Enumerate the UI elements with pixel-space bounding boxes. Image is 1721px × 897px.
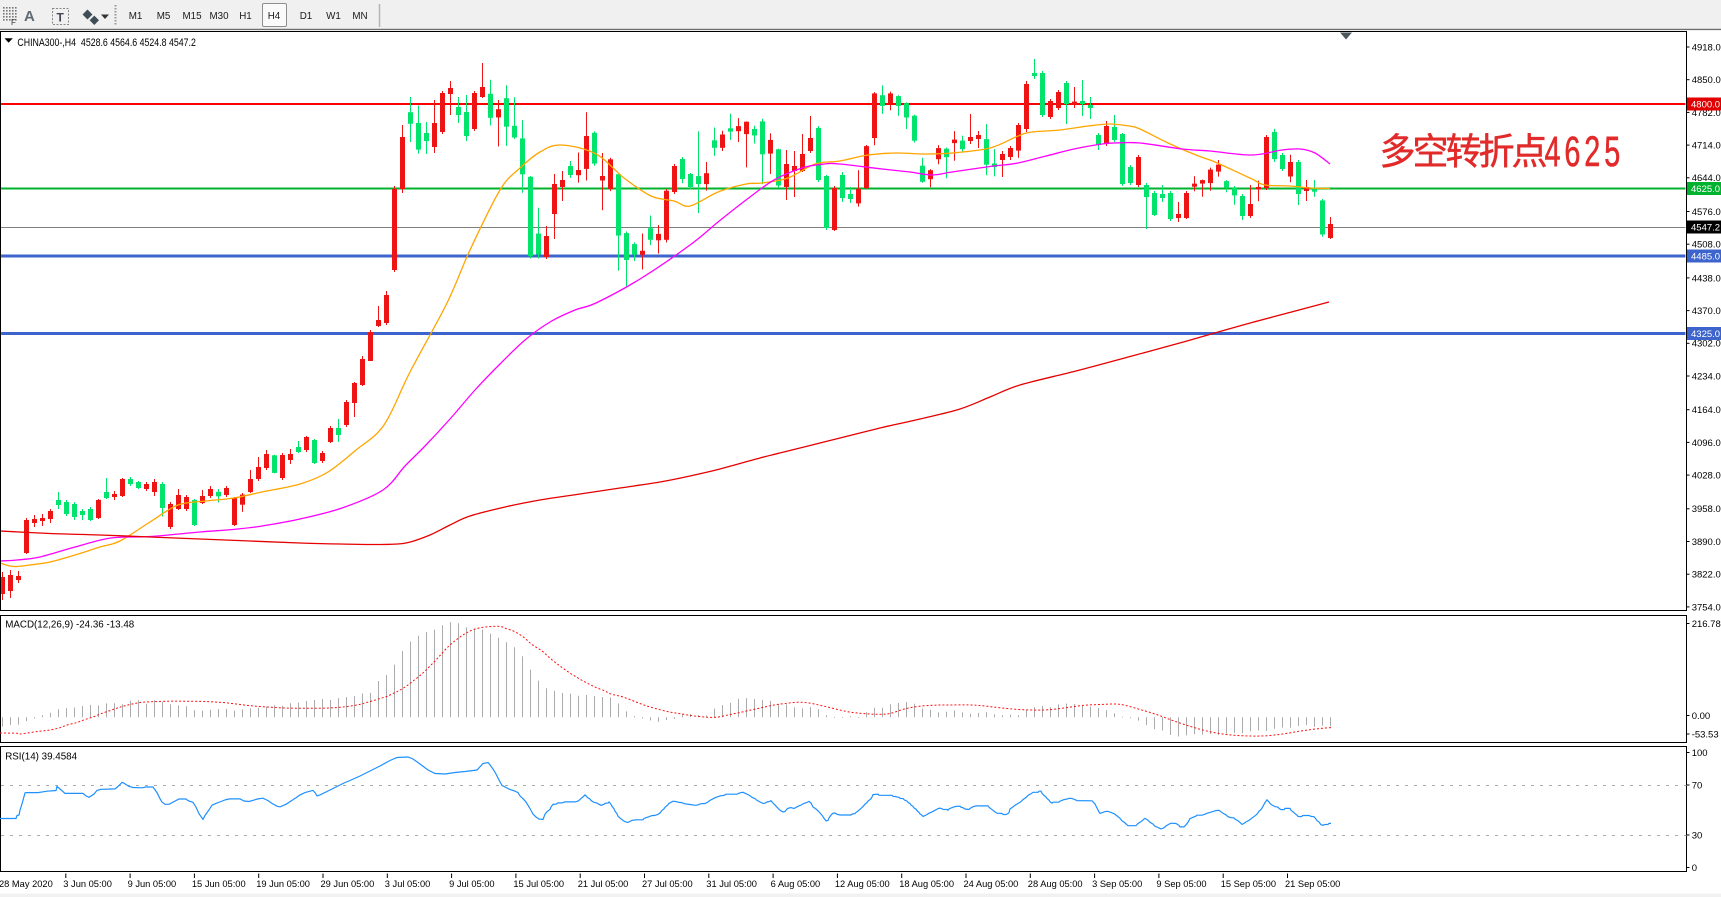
svg-text:9 Sep 05:00: 9 Sep 05:00 <box>1156 879 1206 889</box>
svg-text:6 Aug 05:00: 6 Aug 05:00 <box>771 879 821 889</box>
svg-text:4547.2: 4547.2 <box>1691 223 1720 234</box>
svg-text:3958.0: 3958.0 <box>1692 504 1721 515</box>
svg-text:21 Jul 05:00: 21 Jul 05:00 <box>578 879 629 889</box>
svg-text:28 May 2020: 28 May 2020 <box>0 879 53 889</box>
svg-text:MN: MN <box>352 11 367 22</box>
svg-text:M5: M5 <box>157 11 171 22</box>
svg-text:4302.0: 4302.0 <box>1692 339 1721 350</box>
svg-text:4850.0: 4850.0 <box>1692 75 1721 86</box>
svg-text:15 Jun 05:00: 15 Jun 05:00 <box>192 879 246 889</box>
svg-text:70: 70 <box>1692 780 1703 791</box>
svg-text:9 Jun 05:00: 9 Jun 05:00 <box>128 879 177 889</box>
svg-text:4370.0: 4370.0 <box>1692 306 1721 317</box>
svg-text:4800.0: 4800.0 <box>1691 100 1720 111</box>
svg-text:100: 100 <box>1692 748 1708 759</box>
svg-text:H4: H4 <box>268 11 281 22</box>
svg-text:4782.0: 4782.0 <box>1692 108 1721 119</box>
svg-text:3890.0: 3890.0 <box>1692 537 1721 548</box>
svg-text:4508.0: 4508.0 <box>1692 240 1721 251</box>
svg-text:A: A <box>24 8 35 25</box>
svg-text:0: 0 <box>1692 863 1697 874</box>
svg-text:4325.0: 4325.0 <box>1691 329 1720 340</box>
svg-text:4625.0: 4625.0 <box>1691 184 1720 195</box>
svg-text:27 Jul 05:00: 27 Jul 05:00 <box>642 879 693 889</box>
svg-text:21 Sep 05:00: 21 Sep 05:00 <box>1285 879 1340 889</box>
svg-text:MACD(12,26,9) -24.36 -13.48: MACD(12,26,9) -24.36 -13.48 <box>5 619 135 630</box>
svg-text:18 Aug 05:00: 18 Aug 05:00 <box>899 879 954 889</box>
svg-text:W1: W1 <box>326 11 341 22</box>
svg-text:19 Jun 05:00: 19 Jun 05:00 <box>256 879 310 889</box>
svg-text:31 Jul 05:00: 31 Jul 05:00 <box>706 879 757 889</box>
svg-text:4028.0: 4028.0 <box>1692 471 1721 482</box>
svg-text:T: T <box>57 11 65 25</box>
svg-text:F: F <box>11 18 16 27</box>
svg-text:28 Aug 05:00: 28 Aug 05:00 <box>1028 879 1083 889</box>
svg-text:4576.0: 4576.0 <box>1692 207 1721 218</box>
svg-text:4644.0: 4644.0 <box>1692 173 1721 184</box>
svg-text:4714.0: 4714.0 <box>1692 141 1721 152</box>
svg-text:CHINA300-,H4 4528.6 4564.6 45: CHINA300-,H4 4528.6 4564.6 4524.8 4547.2 <box>17 37 196 49</box>
svg-text:4438.0: 4438.0 <box>1692 273 1721 284</box>
svg-text:4625: 4625 <box>1545 127 1625 175</box>
svg-text:4485.0: 4485.0 <box>1691 252 1720 263</box>
svg-text:M15: M15 <box>182 11 202 22</box>
svg-text:0.00: 0.00 <box>1692 711 1711 722</box>
svg-text:9 Jul 05:00: 9 Jul 05:00 <box>449 879 495 889</box>
svg-text:216.78: 216.78 <box>1692 619 1721 630</box>
svg-text:4096.0: 4096.0 <box>1692 438 1721 449</box>
svg-text:D1: D1 <box>300 11 313 22</box>
svg-text:RSI(14) 39.4584: RSI(14) 39.4584 <box>5 752 77 763</box>
svg-text:29 Jun 05:00: 29 Jun 05:00 <box>321 879 375 889</box>
svg-text:H1: H1 <box>239 11 252 22</box>
svg-text:M30: M30 <box>209 11 229 22</box>
svg-text:M1: M1 <box>129 11 143 22</box>
svg-text:30: 30 <box>1692 830 1703 841</box>
svg-text:3 Jun 05:00: 3 Jun 05:00 <box>63 879 112 889</box>
svg-text:3822.0: 3822.0 <box>1692 570 1721 581</box>
svg-text:3754.0: 3754.0 <box>1692 602 1721 613</box>
svg-text:24 Aug 05:00: 24 Aug 05:00 <box>964 879 1019 889</box>
svg-text:12 Aug 05:00: 12 Aug 05:00 <box>835 879 890 889</box>
svg-text:15 Jul 05:00: 15 Jul 05:00 <box>513 879 564 889</box>
svg-text:15 Sep 05:00: 15 Sep 05:00 <box>1221 879 1276 889</box>
svg-text:4234.0: 4234.0 <box>1692 371 1721 382</box>
svg-text:3 Sep 05:00: 3 Sep 05:00 <box>1092 879 1142 889</box>
svg-text:-53.53: -53.53 <box>1692 729 1719 740</box>
svg-text:4918.0: 4918.0 <box>1692 42 1721 53</box>
svg-text:3 Jul 05:00: 3 Jul 05:00 <box>385 879 431 889</box>
svg-text:4164.0: 4164.0 <box>1692 405 1721 416</box>
